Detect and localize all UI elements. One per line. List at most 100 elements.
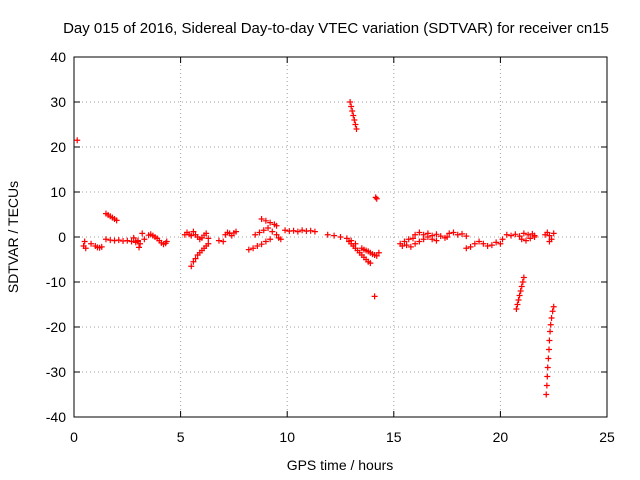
data-point: [262, 238, 269, 245]
x-tick-label: 15: [386, 429, 402, 445]
data-point: [545, 355, 552, 362]
x-tick-label: 20: [493, 429, 509, 445]
data-point: [113, 217, 120, 224]
data-point: [416, 238, 423, 245]
data-point: [467, 243, 474, 250]
data-point: [399, 243, 406, 249]
data-point: [81, 238, 88, 245]
data-point: [331, 232, 338, 239]
chart-title: Day 015 of 2016, Sidereal Day-to-day VTE…: [63, 20, 609, 37]
data-point: [519, 279, 526, 285]
data-point: [190, 258, 197, 265]
data-point: [463, 245, 470, 252]
data-point: [205, 235, 212, 242]
data-point: [412, 240, 419, 247]
data-point: [252, 231, 259, 238]
y-tick-label: 30: [50, 94, 66, 110]
data-point: [254, 243, 261, 249]
data-point: [544, 373, 551, 380]
axis-ticks: 0 5 10 15 20 25 -40 -30 -20 -10 0 10 20 30 40: [46, 49, 615, 445]
data-point: [416, 229, 423, 236]
data-point: [403, 242, 410, 249]
data-point: [546, 337, 553, 344]
data-point: [233, 228, 240, 235]
data-point: [520, 274, 527, 281]
data-point: [136, 244, 143, 251]
data-point: [525, 231, 532, 238]
data-point: [256, 229, 263, 236]
data-point: [433, 237, 440, 244]
data-point: [192, 255, 199, 262]
data-point: [343, 235, 350, 242]
data-point: [134, 237, 141, 244]
data-point: [424, 234, 431, 240]
data-point: [546, 346, 553, 353]
data-point: [74, 137, 81, 144]
data-point: [262, 217, 269, 224]
y-tick-label: -30: [46, 364, 66, 380]
data-point: [258, 216, 265, 222]
x-tick-label: 10: [279, 429, 295, 445]
data-point: [522, 237, 529, 244]
data-point: [337, 234, 344, 240]
data-point: [401, 238, 408, 245]
data-point: [484, 243, 491, 249]
data-point: [139, 230, 146, 237]
data-point: [444, 234, 451, 240]
data-point: [215, 237, 222, 244]
data-point: [446, 230, 453, 237]
data-point: [88, 240, 95, 247]
data-point: [220, 238, 227, 245]
y-tick-label: 0: [58, 229, 66, 245]
data-point: [515, 297, 522, 303]
data-point: [269, 228, 276, 235]
data-point: [102, 236, 109, 243]
data-point: [82, 245, 89, 252]
data-point: [407, 243, 414, 250]
x-tick-label: 25: [599, 429, 615, 445]
x-tick-label: 0: [70, 429, 78, 445]
data-point: [353, 126, 360, 132]
data-point: [372, 194, 379, 201]
data-point: [476, 238, 483, 245]
data-point: [544, 364, 551, 371]
data-point: [547, 328, 554, 335]
data-point: [463, 233, 470, 240]
data-point: [437, 233, 444, 240]
data-point: [290, 227, 297, 234]
data-point: [516, 233, 523, 240]
data-point: [348, 103, 355, 110]
data-point: [371, 293, 378, 300]
data-point: [267, 219, 274, 226]
data-point: [471, 240, 478, 247]
data-point: [518, 283, 525, 290]
data-point: [488, 242, 495, 249]
data-point: [350, 112, 357, 119]
data-point: [459, 230, 466, 237]
data-point: [497, 240, 504, 247]
data-point: [514, 301, 521, 308]
data-point: [141, 236, 148, 243]
data-point: [188, 263, 195, 270]
data-point: [499, 236, 506, 243]
data-point: [493, 239, 500, 246]
data-point: [405, 236, 412, 243]
y-tick-label: -10: [46, 274, 66, 290]
x-axis-label: GPS time / hours: [287, 457, 394, 473]
data-point: [429, 236, 436, 243]
data-point: [347, 99, 354, 105]
data-point: [124, 237, 131, 244]
data-point: [520, 230, 527, 237]
y-tick-label: 20: [50, 139, 66, 155]
data-point: [454, 231, 461, 238]
data-point: [349, 108, 356, 114]
data-point: [294, 228, 301, 235]
data-point: [546, 232, 553, 239]
data-point: [373, 252, 380, 259]
data-point: [550, 303, 557, 310]
data-point: [550, 230, 557, 237]
data-point: [517, 288, 524, 294]
grid: [74, 57, 607, 417]
data-point: [273, 222, 280, 229]
